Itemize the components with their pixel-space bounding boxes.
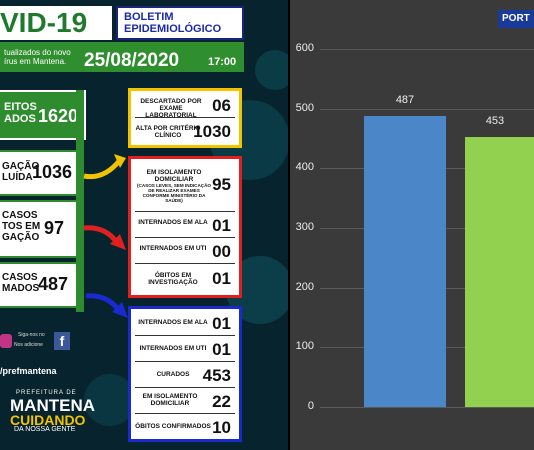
boletim-line2: EPIDEMIOLÓGICO <box>124 23 222 35</box>
bulletin-panel: VID-19 BOLETIM EPIDEMIOLÓGICO tualizados… <box>0 0 290 450</box>
cured-row: CURADOS 453 <box>135 363 235 388</box>
divider <box>288 0 290 450</box>
green-column <box>76 90 84 312</box>
confirmed-box: CASOS MADOS 487 <box>0 262 80 308</box>
y-tick-label: 600 <box>295 42 314 54</box>
clinical-discharge-row: ALTA POR CRITÉRIO CLÍNICO 1030 <box>135 122 231 141</box>
bar-chart: 0 100 200 300 400 500 600 487 453 <box>290 0 534 450</box>
y-tick-label: 400 <box>295 161 314 174</box>
concluded-box: GAÇÃO LUÍDA 1036 <box>0 150 80 196</box>
deaths-investigation-row: ÓBITOS EM INVESTIGAÇÃO 01 <box>148 269 231 288</box>
portal-badge: PORT <box>498 10 534 28</box>
boletim-box: BOLETIM EPIDEMIOLÓGICO <box>116 6 244 40</box>
follow-text: Siga-nos no <box>18 332 45 338</box>
yellow-arrow-icon <box>83 154 126 180</box>
confirmed-ward-row: INTERNADOS EM ALA 01 <box>135 311 235 336</box>
discarded-panel: DESCARTADO POR EXAME LABORATORIAL 06 ALT… <box>128 88 242 148</box>
chart-panel: PORT 0 100 200 300 400 500 600 487 453 <box>290 0 534 450</box>
icu-row: INTERNADOS EM UTI 00 <box>135 239 235 264</box>
prefeitura-logo: PREFEITURA DE MANTENA CUIDANDO DA NOSSA … <box>10 390 95 433</box>
handle-text[interactable]: /prefmantena <box>0 366 57 376</box>
investigation-panel: EM ISOLAMENTO DOMICILIAR (CASOS LEVES, SE… <box>128 156 242 298</box>
covid-title: VID-19 <box>0 6 112 40</box>
confirmed-value: 487 <box>38 274 69 294</box>
confirmed-panel: INTERNADOS EM ALA 01 INTERNADOS EM UTI 0… <box>128 306 242 442</box>
red-arrow-icon <box>83 225 126 250</box>
ward-row: INTERNADOS EM ALA 01 <box>135 213 235 238</box>
discarded-row: DESCARTADO POR EXAME LABORATORIAL 06 <box>135 93 235 119</box>
confirmed-home-isolation-row: EM ISOLAMENTO DOMICILIAR 22 <box>135 389 235 414</box>
y-tick-label: 200 <box>295 280 314 293</box>
confirmed-deaths-row: ÓBITOS CONFIRMADOS 10 <box>135 418 231 437</box>
investigation-value: 97 <box>44 218 65 238</box>
home-isolation-row: EM ISOLAMENTO DOMICILIAR (CASOS LEVES, SE… <box>135 163 235 212</box>
boletim-line1: BOLETIM <box>124 11 174 23</box>
suspected-cases-box: EITOS ADOS 1620 <box>0 90 86 140</box>
grid-line <box>320 407 534 408</box>
bar-2 <box>465 136 534 407</box>
bar-value-label: 453 <box>485 114 505 127</box>
suspected-cases-value: 1620 <box>38 106 79 126</box>
y-tick-label: 500 <box>295 101 314 114</box>
y-tick-label: 300 <box>295 221 314 233</box>
bulletin-hour: 17:00 <box>208 56 237 68</box>
investigation-box: CASOS TOS EM GAÇÃO 97 <box>0 200 80 258</box>
bar-1 <box>364 116 446 407</box>
bulletin-date: 25/08/2020 <box>84 50 180 71</box>
grid-line <box>320 108 534 110</box>
y-tick-label: 0 <box>307 400 314 412</box>
bar-value-label: 487 <box>395 94 415 107</box>
y-tick-label: 100 <box>295 340 314 353</box>
blue-arrow-icon <box>85 293 128 318</box>
instagram-icon[interactable] <box>0 334 12 348</box>
concluded-value: 1036 <box>32 162 73 182</box>
add-text: Nos adicione <box>14 342 43 348</box>
confirmed-icu-row: INTERNADOS EM UTI 01 <box>135 337 235 362</box>
facebook-icon[interactable]: f <box>54 332 70 350</box>
social-links: Siga-nos no Nos adicione f /prefmantena <box>0 328 80 388</box>
updated-text: tualizados do novo írus em Mantena. <box>4 48 71 66</box>
grid-line <box>320 49 534 50</box>
date-banner <box>0 42 244 72</box>
